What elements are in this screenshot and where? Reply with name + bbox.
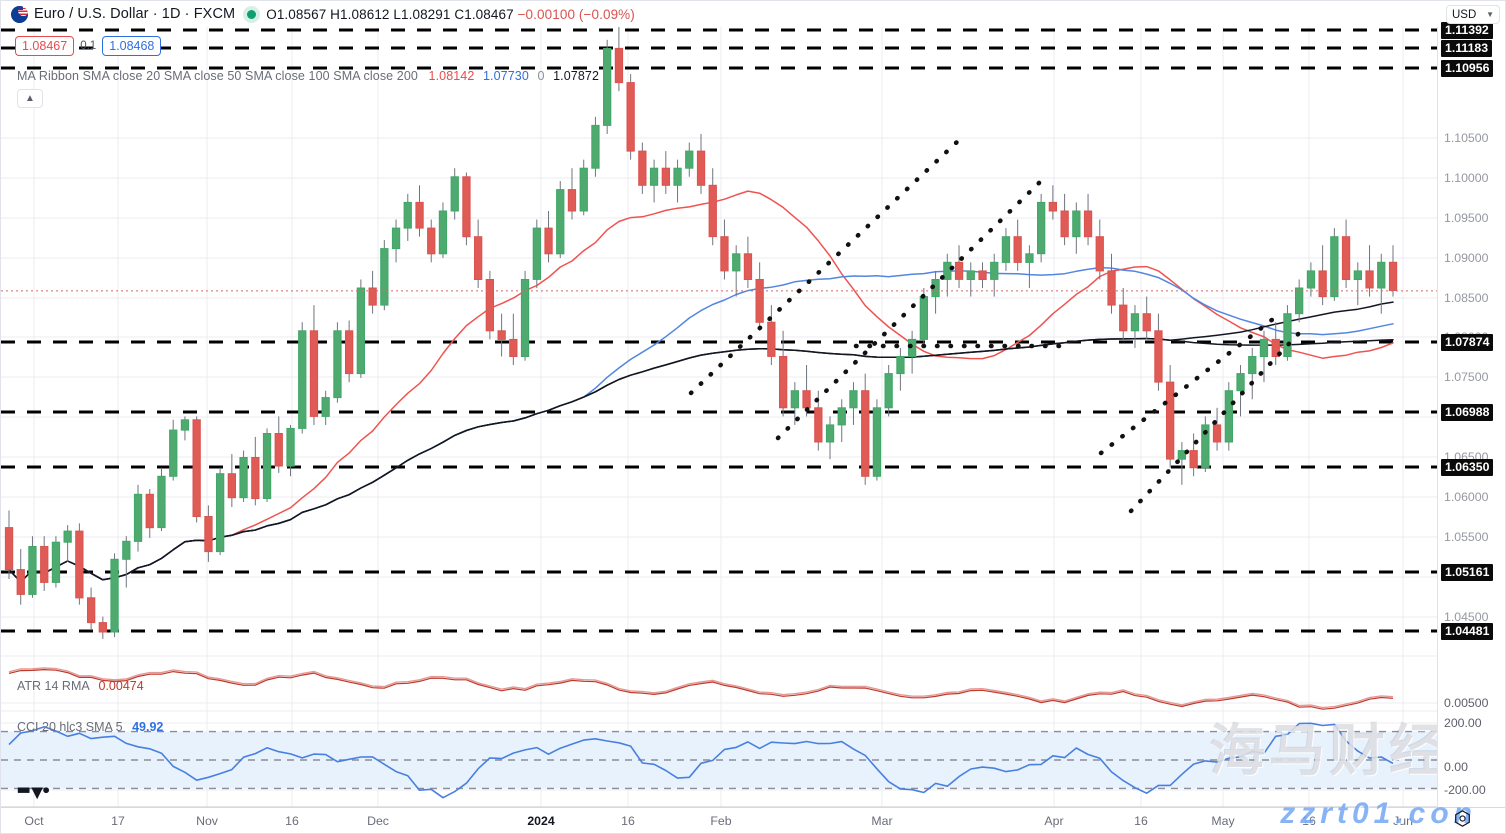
ohlc-open-label: O [266, 6, 277, 22]
price-level-label[interactable]: 1.04481 [1441, 623, 1494, 640]
time-axis-label: 16 [285, 814, 299, 828]
ohlc-close-value: 1.08467 [464, 6, 514, 22]
time-axis-label: 17 [111, 814, 125, 828]
price-level-label[interactable]: 1.10956 [1441, 60, 1494, 77]
time-axis-label: 16 [1134, 814, 1148, 828]
ohlc-high-value: 1.08612 [340, 6, 390, 22]
watermark-site: zzrt01.con [1280, 797, 1477, 830]
price-axis-label: 1.09500 [1444, 211, 1489, 225]
ohlc-change-pct: (−0.09%) [578, 6, 635, 22]
cci-pane-legend[interactable]: CCI 20 hlc3 SMA 5 49.92 [17, 720, 163, 734]
ohlc-open-value: 1.08567 [276, 6, 327, 22]
chart-header: Euro / U.S. Dollar · 1D · FXCM O1.08567 … [1, 1, 1505, 27]
price-axis-label: 1.07500 [1444, 370, 1489, 384]
time-axis-label: 16 [621, 814, 635, 828]
price-axis-label: 1.04500 [1444, 610, 1489, 624]
chevron-down-icon: ▼ [1486, 10, 1494, 19]
currency-select[interactable]: USD ▼ [1446, 5, 1500, 24]
price-level-label[interactable]: 1.11392 [1441, 22, 1493, 39]
ma-ribbon-value-1: 1.08142 [428, 69, 475, 83]
time-axis-label: Apr [1044, 814, 1064, 828]
price-level-label[interactable]: 1.05161 [1441, 564, 1494, 581]
time-axis-label: 2024 [527, 814, 555, 828]
ma-ribbon-legend[interactable]: MA Ribbon SMA close 20 SMA close 50 SMA … [17, 69, 599, 83]
price-level-label[interactable]: 1.07874 [1441, 334, 1494, 351]
price-scale[interactable]: 1.105001.100001.095001.090001.085001.080… [1437, 22, 1505, 809]
indicator-axis-label: 0.00 [1444, 760, 1468, 774]
market-open-dot-icon [247, 9, 257, 19]
cci-title: CCI 20 hlc3 SMA 5 [17, 720, 123, 734]
time-axis-label: Jun [1393, 814, 1413, 828]
price-axis-label: 1.10000 [1444, 171, 1489, 185]
price-axis-label: 1.05500 [1444, 530, 1489, 544]
sell-price-chip[interactable]: 1.08467 [15, 36, 75, 56]
time-axis-label: Oct [24, 814, 44, 828]
eurusd-flag-icon [11, 5, 28, 23]
time-scale[interactable]: Oct 17 Nov 16 Dec 2024 16 Feb Mar Apr 16 May 16 Jun [1, 807, 1505, 833]
atr-value: 0.00474 [98, 679, 144, 693]
time-axis-label: Dec [367, 814, 389, 828]
price-axis-label: 1.06000 [1444, 490, 1489, 504]
ohlc-low-label: L [393, 6, 401, 22]
indicator-axis-label: -200.00 [1444, 783, 1486, 797]
price-level-label[interactable]: 1.11183 [1441, 40, 1493, 57]
atr-pane-legend[interactable]: ATR 14 RMA 0.00474 [17, 679, 144, 693]
time-axis-label: 16 [1302, 814, 1316, 828]
time-axis-label: Feb [710, 814, 732, 828]
time-axis-label: Mar [871, 814, 893, 828]
symbol-title[interactable]: Euro / U.S. Dollar · 1D · FXCM [34, 6, 236, 22]
atr-title: ATR 14 RMA [17, 679, 90, 693]
ohlc-close-label: C [454, 6, 465, 22]
cci-value: 49.92 [132, 720, 164, 734]
collapse-legend-button[interactable]: ▲ [17, 89, 43, 108]
time-axis-label: May [1211, 814, 1235, 828]
currency-value: USD [1452, 8, 1477, 21]
ohlc-change: −0.00100 [517, 6, 576, 22]
ma-ribbon-value-2: 1.07730 [483, 69, 529, 83]
price-level-label[interactable]: 1.06988 [1441, 404, 1494, 421]
price-axis-label: 1.10500 [1444, 131, 1489, 145]
indicator-axis-label: 200.00 [1444, 716, 1482, 730]
price-level-label[interactable]: 1.06350 [1441, 459, 1494, 476]
watermark-chinese: 海马财经 [1209, 719, 1449, 784]
ma-ribbon-title: MA Ribbon SMA close 20 SMA close 50 SMA … [17, 69, 418, 83]
chevron-up-icon: ▲ [25, 93, 35, 104]
time-axis-label: Nov [196, 814, 218, 828]
ma-ribbon-value-0: 0 [537, 69, 545, 83]
ma-ribbon-value-3: 1.07872 [553, 69, 599, 83]
price-axis-label: 1.08500 [1444, 291, 1489, 305]
buy-sell-chips: 1.08467 0.1 1.08468 [15, 36, 162, 56]
tradingview-logo[interactable] [17, 783, 51, 801]
price-axis-label: 1.09000 [1444, 251, 1489, 265]
ohlc-values: O1.08567 H1.08612 L1.08291 C1.08467 −0.0… [266, 7, 635, 22]
buy-price-chip[interactable]: 1.08468 [102, 36, 162, 56]
spread-value: 0.1 [80, 39, 97, 52]
indicator-axis-label: 0.00500 [1444, 696, 1489, 710]
ohlc-high-label: H [330, 6, 341, 22]
ohlc-low-value: 1.08291 [401, 6, 451, 22]
watermark-badge-icon [1455, 810, 1470, 827]
